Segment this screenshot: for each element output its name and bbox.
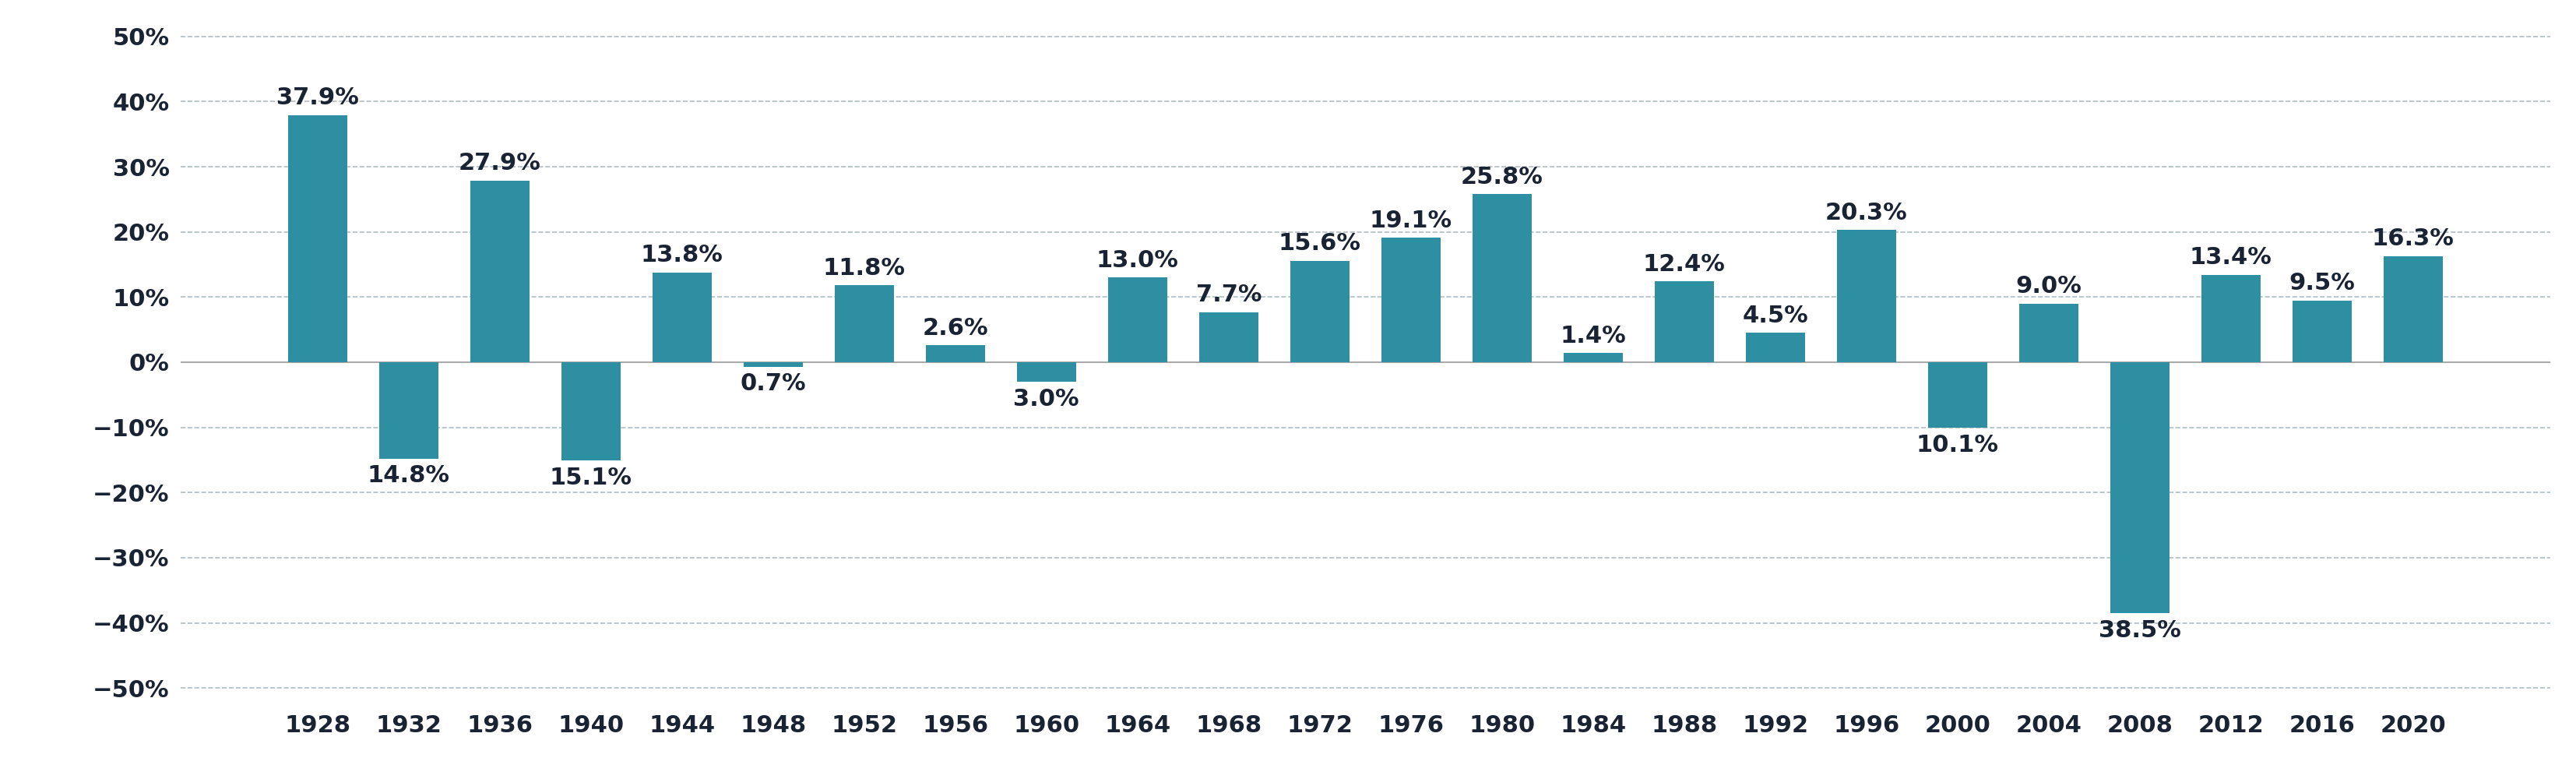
Text: 4.5%: 4.5% [1741, 305, 1808, 327]
Bar [1747, 333, 1806, 362]
Text: 15.6%: 15.6% [1278, 232, 1360, 255]
Text: 0.7%: 0.7% [739, 372, 806, 395]
Text: 13.0%: 13.0% [1097, 249, 1180, 272]
Text: 25.8%: 25.8% [1461, 166, 1543, 189]
Bar [379, 362, 438, 459]
Bar [1564, 353, 1623, 362]
Text: 16.3%: 16.3% [2372, 227, 2455, 250]
Bar [1473, 194, 1533, 362]
Text: 38.5%: 38.5% [2099, 619, 2182, 642]
Text: 11.8%: 11.8% [822, 257, 907, 280]
Text: 14.8%: 14.8% [368, 464, 451, 487]
Bar [2383, 256, 2442, 362]
Bar [1837, 230, 1896, 362]
Bar [2293, 301, 2352, 362]
Bar [562, 362, 621, 460]
Text: 13.8%: 13.8% [641, 244, 724, 266]
Bar [471, 181, 531, 362]
Text: 20.3%: 20.3% [1826, 202, 1906, 224]
Text: 9.0%: 9.0% [2014, 275, 2081, 298]
Bar [1018, 362, 1077, 382]
Text: 1.4%: 1.4% [1561, 325, 1625, 347]
Text: 13.4%: 13.4% [2190, 246, 2272, 269]
Text: 27.9%: 27.9% [459, 152, 541, 174]
Bar [835, 285, 894, 362]
Bar [1291, 260, 1350, 362]
Bar [2200, 275, 2259, 362]
Bar [1927, 362, 1986, 428]
Bar [1381, 238, 1440, 362]
Text: 9.5%: 9.5% [2287, 272, 2354, 294]
Bar [925, 345, 984, 362]
Bar [2020, 304, 2079, 362]
Bar [2110, 362, 2169, 613]
Text: 15.1%: 15.1% [549, 467, 631, 489]
Bar [289, 115, 348, 362]
Text: 3.0%: 3.0% [1012, 388, 1079, 411]
Bar [1108, 277, 1167, 362]
Bar [652, 273, 711, 362]
Text: 10.1%: 10.1% [1917, 434, 1999, 456]
Bar [1654, 281, 1713, 362]
Text: 2.6%: 2.6% [922, 317, 989, 340]
Text: 37.9%: 37.9% [276, 86, 358, 109]
Text: 12.4%: 12.4% [1643, 253, 1726, 276]
Text: 19.1%: 19.1% [1370, 210, 1453, 232]
Bar [744, 362, 804, 367]
Bar [1198, 312, 1257, 362]
Text: 7.7%: 7.7% [1195, 284, 1262, 306]
